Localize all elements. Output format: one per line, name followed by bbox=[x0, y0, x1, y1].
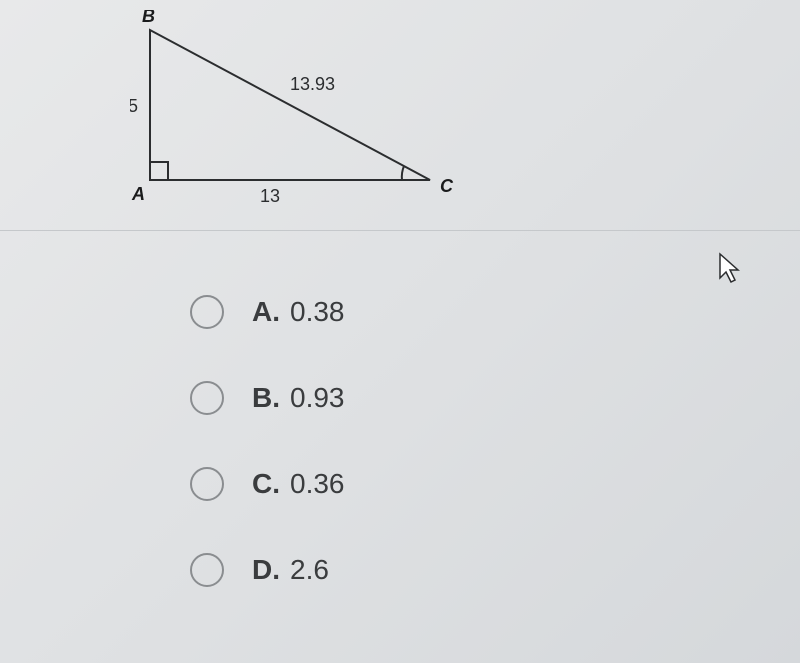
vertex-label-c: C bbox=[440, 176, 454, 196]
radio-circle-icon[interactable] bbox=[190, 295, 224, 329]
side-label-bc: 13.93 bbox=[290, 74, 335, 94]
vertex-label-b: B bbox=[142, 10, 155, 26]
triangle-diagram: B A C 5 13.93 13 bbox=[130, 10, 480, 210]
angle-arc-c bbox=[402, 166, 404, 180]
side-label-ac: 13 bbox=[260, 186, 280, 206]
option-value: 0.36 bbox=[290, 468, 345, 500]
option-letter: B. bbox=[252, 382, 280, 414]
option-letter: D. bbox=[252, 554, 280, 586]
section-divider bbox=[0, 230, 800, 231]
option-value: 0.38 bbox=[290, 296, 345, 328]
option-value: 2.6 bbox=[290, 554, 329, 586]
radio-circle-icon[interactable] bbox=[190, 381, 224, 415]
answer-options: A. 0.38 B. 0.93 C. 0.36 D. 2.6 bbox=[190, 295, 345, 639]
option-a[interactable]: A. 0.38 bbox=[190, 295, 345, 329]
option-letter: C. bbox=[252, 468, 280, 500]
option-value: 0.93 bbox=[290, 382, 345, 414]
vertex-label-a: A bbox=[131, 184, 145, 204]
radio-circle-icon[interactable] bbox=[190, 467, 224, 501]
cursor-icon bbox=[718, 252, 744, 291]
option-d[interactable]: D. 2.6 bbox=[190, 553, 345, 587]
triangle-shape bbox=[150, 30, 430, 180]
side-label-ab: 5 bbox=[130, 96, 138, 116]
right-angle-marker bbox=[150, 162, 168, 180]
option-b[interactable]: B. 0.93 bbox=[190, 381, 345, 415]
option-c[interactable]: C. 0.36 bbox=[190, 467, 345, 501]
option-letter: A. bbox=[252, 296, 280, 328]
radio-circle-icon[interactable] bbox=[190, 553, 224, 587]
